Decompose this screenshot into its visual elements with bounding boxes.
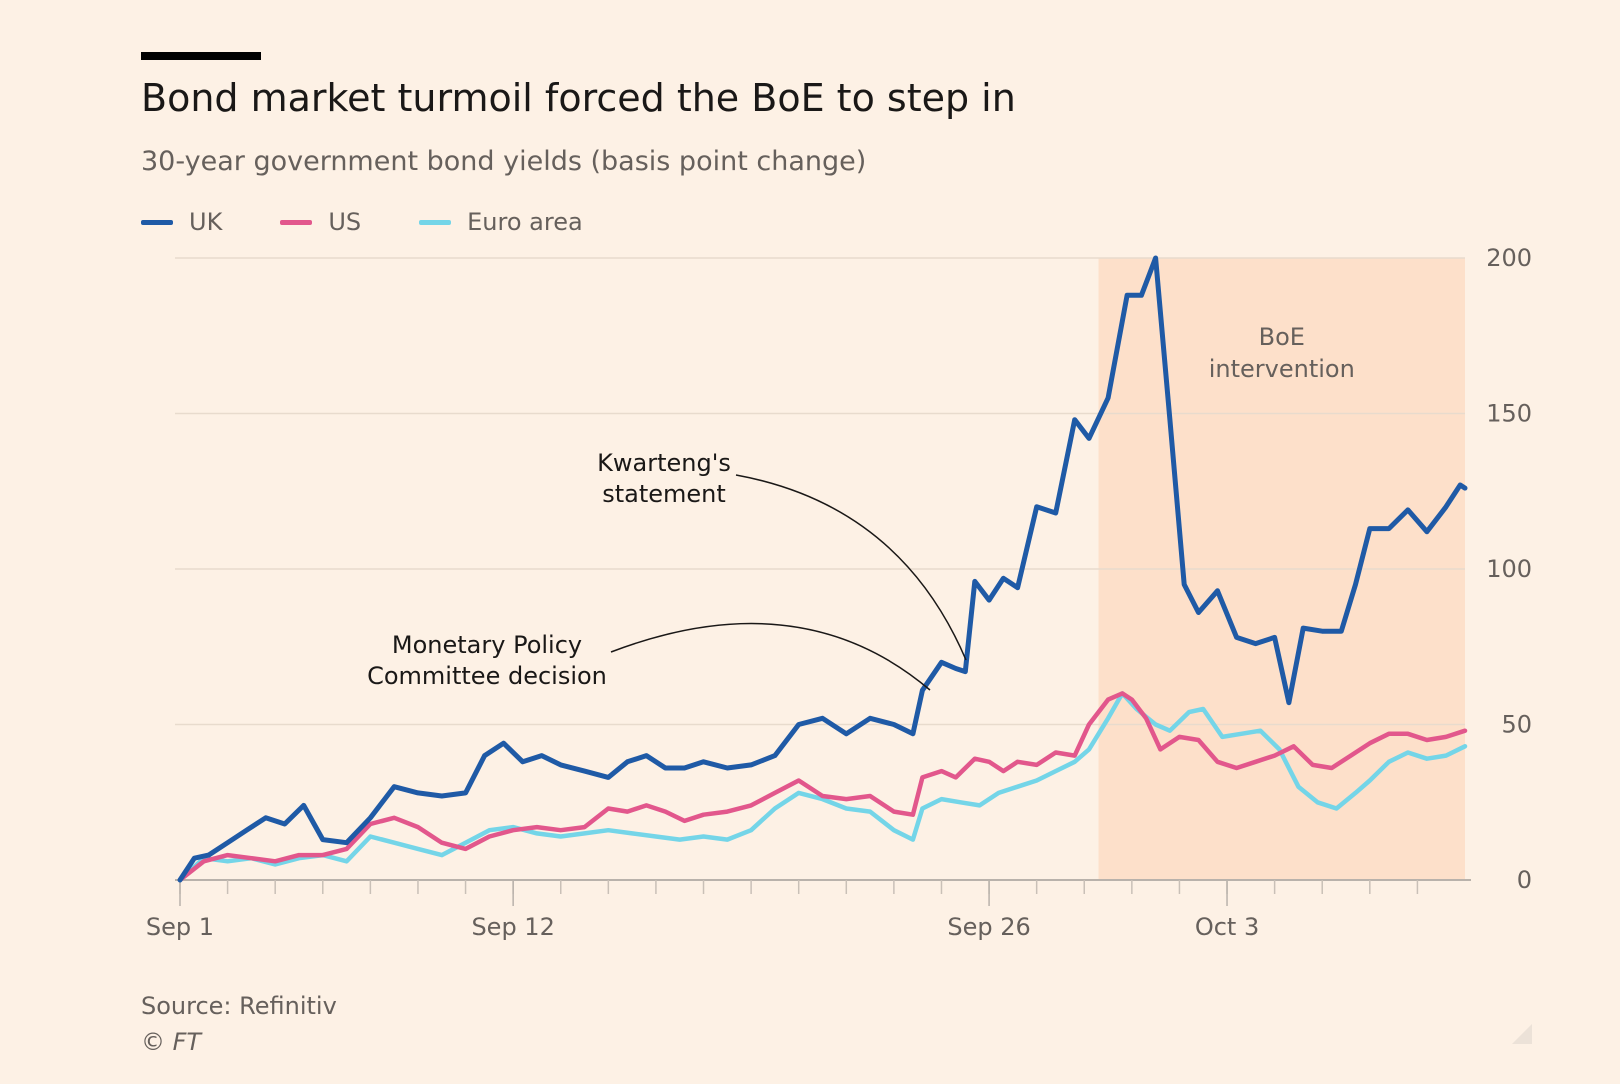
legend-label-euro-area: Euro area xyxy=(467,208,583,236)
legend-item-us: US xyxy=(280,208,361,236)
annotation-mpc-text: Monetary Policy xyxy=(392,631,582,659)
annotation-kwarteng-text: statement xyxy=(602,480,726,508)
y-tick-label: 200 xyxy=(1486,244,1532,272)
title-accent-bar xyxy=(141,52,261,60)
legend-swatch-euro-area xyxy=(419,219,452,225)
x-tick-label: Sep 12 xyxy=(471,913,554,941)
annotation-mpc-connector xyxy=(610,622,931,691)
legend-swatch-us xyxy=(280,219,313,225)
x-tick-label: Sep 1 xyxy=(146,913,214,941)
annotation-kwarteng-connector xyxy=(735,474,967,661)
series-line-euro-area xyxy=(177,691,1468,883)
legend-item-euro-area: Euro area xyxy=(419,208,583,236)
legend-label-uk: UK xyxy=(189,208,223,236)
annotation-kwarteng-text: Kwarteng's xyxy=(597,449,731,477)
chart-title: Bond market turmoil forced the BoE to st… xyxy=(141,76,1016,120)
x-tick-label: Oct 3 xyxy=(1195,913,1259,941)
series-line-uk xyxy=(177,255,1468,883)
legend: UK US Euro area xyxy=(141,208,641,236)
y-tick-label: 0 xyxy=(1517,866,1532,894)
corner-decoration xyxy=(1512,1024,1532,1044)
footer: Source: Refinitiv © FT xyxy=(141,988,337,1060)
annotation-mpc-text: Committee decision xyxy=(367,662,607,690)
legend-swatch-uk xyxy=(141,219,173,225)
copyright-note: © FT xyxy=(141,1028,202,1056)
y-tick-label: 100 xyxy=(1486,555,1532,583)
y-tick-label: 150 xyxy=(1486,400,1532,428)
boe-intervention-label: intervention xyxy=(1209,355,1355,383)
boe-intervention-label: BoE xyxy=(1259,323,1305,351)
x-tick-label: Sep 26 xyxy=(947,913,1030,941)
legend-item-uk: UK xyxy=(141,208,222,236)
source-note: Source: Refinitiv xyxy=(141,992,337,1020)
legend-label-us: US xyxy=(328,208,362,236)
series-line-us xyxy=(177,691,1468,883)
y-tick-label: 50 xyxy=(1501,711,1532,739)
chart-subtitle: 30-year government bond yields (basis po… xyxy=(141,146,867,177)
